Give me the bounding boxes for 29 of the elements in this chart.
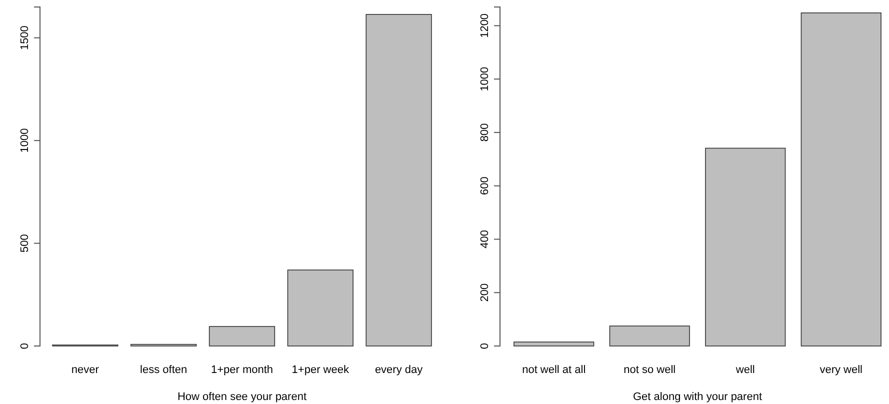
y-tick-label: 1500 xyxy=(19,26,31,50)
y-tick-label: 1000 xyxy=(479,66,491,92)
x-tick-label: 1+per month xyxy=(210,364,274,376)
x-tick-label: well xyxy=(734,364,755,376)
x-tick-label: not so well xyxy=(624,364,676,376)
x-axis-title: Get along with your parent xyxy=(632,391,762,403)
y-tick-label: 200 xyxy=(479,283,491,302)
y-tick-label: 0 xyxy=(19,342,31,350)
x-tick-label: every day xyxy=(374,364,424,376)
x-tick-label: 1+per week xyxy=(292,364,350,376)
x-tick-label: not well at all xyxy=(522,364,586,376)
x-axis-title: How often see your parent xyxy=(177,391,307,403)
bar xyxy=(208,326,276,346)
y-tick-label: 400 xyxy=(479,230,491,248)
y-tick-label: 0 xyxy=(479,342,491,350)
bar xyxy=(800,12,882,346)
bar xyxy=(609,326,690,346)
y-tick-label: 500 xyxy=(19,234,31,252)
y-tick-label: 800 xyxy=(479,123,491,142)
x-tick-label: less often xyxy=(140,364,188,376)
bar xyxy=(514,342,594,346)
y-tick-label: 600 xyxy=(479,176,491,196)
y-tick-label: 1200 xyxy=(479,13,491,38)
bar xyxy=(366,14,432,346)
bar xyxy=(287,270,354,346)
y-tick-label: 1000 xyxy=(19,128,31,153)
x-tick-label: very well xyxy=(820,364,863,376)
x-tick-label: never xyxy=(71,364,100,376)
bar xyxy=(705,148,786,346)
